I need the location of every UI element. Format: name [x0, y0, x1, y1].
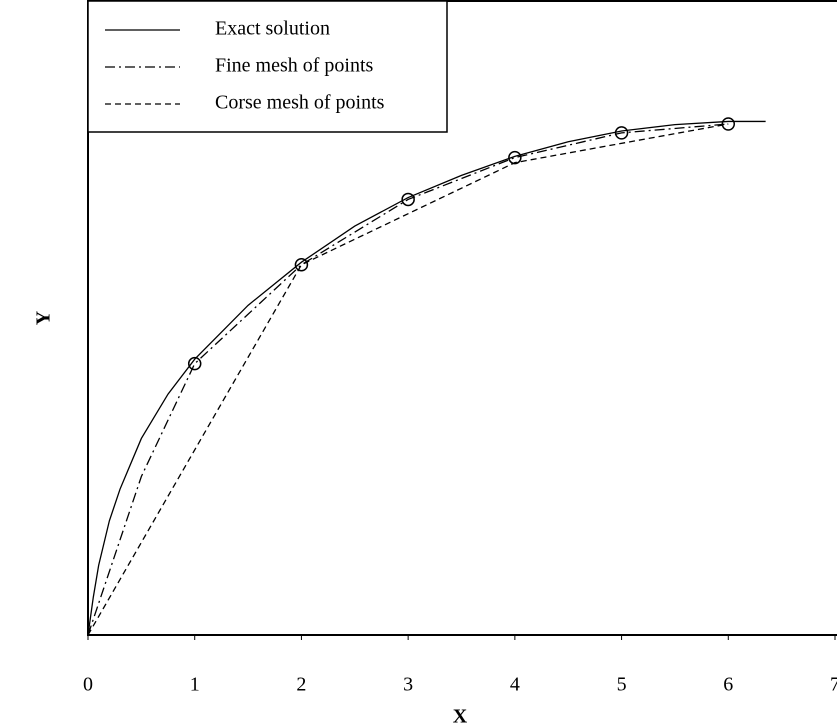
marker	[295, 259, 307, 271]
legend-label: Fine mesh of points	[215, 55, 374, 77]
chart: X Y 0 1 2 3 4 5 6 7 Exact solution Fine mesh of p…	[0, 0, 837, 728]
series-line	[88, 124, 728, 635]
x-tick-label: 3	[403, 674, 413, 696]
x-tick-label: 5	[617, 674, 627, 696]
legend: Exact solution Fine mesh of points Corse m…	[88, 1, 447, 132]
legend-label: Corse mesh of points	[215, 92, 385, 114]
x-tick-label: 6	[723, 674, 733, 696]
x-tick-label: 4	[510, 674, 520, 696]
legend-label: Exact solution	[215, 18, 330, 40]
x-axis-label: X	[453, 706, 468, 728]
x-tick-label: 1	[190, 674, 200, 696]
x-tick-label: 0	[83, 674, 93, 696]
y-axis-label: Y	[33, 310, 55, 325]
x-tick-label: 2	[296, 674, 306, 696]
series-line	[88, 121, 766, 635]
x-tick-label: 7	[830, 674, 837, 696]
series-line	[88, 124, 728, 635]
